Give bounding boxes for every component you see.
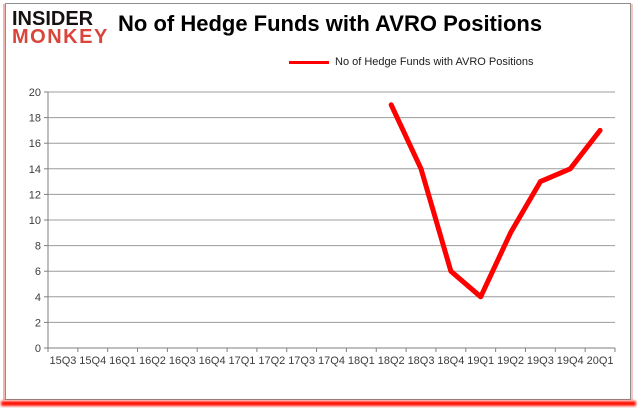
x-axis-tick-label: 15Q4	[79, 355, 106, 367]
series-line-avro-positions	[388, 102, 603, 300]
legend-label: No of Hedge Funds with AVRO Positions	[335, 56, 534, 68]
x-axis-tick-label: 16Q3	[169, 355, 196, 367]
x-axis-tick-label: 18Q4	[437, 355, 464, 367]
x-axis-tick-label: 16Q4	[199, 355, 226, 367]
y-axis-tick-label: 8	[35, 241, 41, 253]
x-axis-tick-label: 18Q3	[408, 355, 435, 367]
logo-text-insider: INSIDER	[12, 8, 94, 30]
x-axis-tick-label: 19Q2	[497, 355, 524, 367]
y-axis-tick-label: 2	[35, 317, 41, 329]
y-axis-tick-label: 10	[29, 215, 41, 227]
x-axis-tick-label: 17Q2	[258, 355, 285, 367]
x-axis-tick-label: 20Q1	[587, 355, 614, 367]
bottom-red-bar	[1, 401, 636, 406]
y-axis-tick-label: 20	[29, 87, 41, 99]
x-axis-tick-label: 18Q1	[348, 355, 375, 367]
x-axis-tick-label: 17Q3	[288, 355, 315, 367]
left-glow-border	[3, 4, 5, 400]
x-axis-tick-label: 19Q4	[557, 355, 584, 367]
y-axis-tick-label: 6	[35, 266, 41, 278]
legend: No of Hedge Funds with AVRO Positions	[289, 55, 534, 69]
x-axis-tick-label: 19Q1	[467, 355, 494, 367]
y-axis-tick-label: 14	[29, 164, 41, 176]
y-axis-tick-label: 0	[35, 343, 41, 355]
y-axis-tick-label: 16	[29, 138, 41, 150]
x-axis-tick-label: 16Q2	[139, 355, 166, 367]
insider-monkey-logo: INSIDER MONKEY	[12, 8, 109, 48]
y-axis-tick-label: 18	[29, 113, 41, 125]
legend-line-swatch	[289, 60, 329, 64]
logo-text-monkey: MONKEY	[12, 26, 109, 48]
x-axis-tick-label: 17Q1	[229, 355, 256, 367]
x-axis-tick-label: 15Q3	[49, 355, 76, 367]
x-axis-tick-label: 17Q4	[318, 355, 345, 367]
y-axis-tick-label: 12	[29, 189, 41, 201]
y-axis-tick-label: 4	[35, 292, 41, 304]
x-axis-tick-label: 19Q3	[527, 355, 554, 367]
right-glow-border	[631, 4, 633, 400]
chart-title: No of Hedge Funds with AVRO Positions	[118, 11, 543, 36]
x-axis-tick-label: 16Q1	[109, 355, 136, 367]
x-axis-tick-label: 18Q2	[378, 355, 405, 367]
